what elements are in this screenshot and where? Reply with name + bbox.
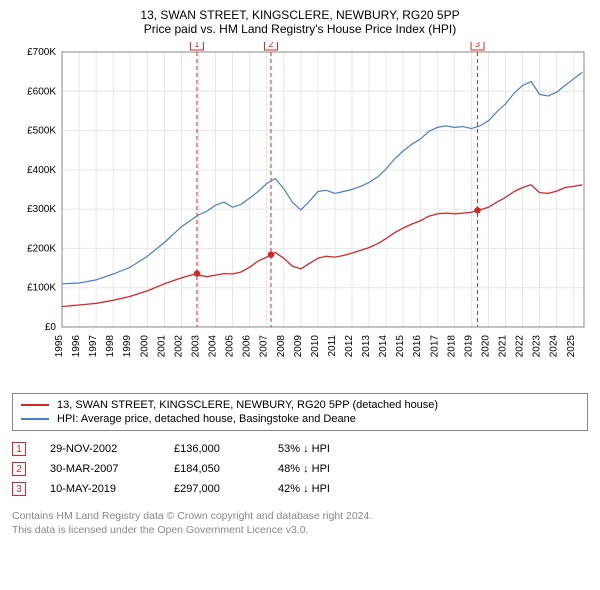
svg-text:1: 1 bbox=[194, 42, 199, 49]
footer-line2: This data is licensed under the Open Gov… bbox=[12, 523, 588, 537]
svg-text:£500K: £500K bbox=[27, 126, 56, 137]
event-price: £297,000 bbox=[174, 483, 254, 495]
event-delta: 53% ↓ HPI bbox=[278, 443, 330, 455]
svg-text:£100K: £100K bbox=[27, 283, 56, 294]
events-table: 1 29-NOV-2002 £136,000 53% ↓ HPI 2 30-MAR-200… bbox=[12, 439, 588, 499]
svg-text:2007: 2007 bbox=[259, 335, 270, 358]
svg-text:1996: 1996 bbox=[71, 335, 82, 358]
svg-text:2013: 2013 bbox=[361, 335, 372, 358]
svg-text:£300K: £300K bbox=[27, 204, 56, 215]
svg-text:3: 3 bbox=[475, 42, 480, 49]
title-subtitle: Price paid vs. HM Land Registry's House … bbox=[12, 22, 588, 36]
event-marker-icon: 2 bbox=[12, 462, 26, 476]
chart-container: 13, SWAN STREET, KINGSCLERE, NEWBURY, RG… bbox=[0, 0, 600, 590]
event-row: 1 29-NOV-2002 £136,000 53% ↓ HPI bbox=[12, 439, 588, 459]
event-date: 30-MAR-2007 bbox=[50, 463, 150, 475]
event-row: 2 30-MAR-2007 £184,050 48% ↓ HPI bbox=[12, 459, 588, 479]
svg-text:1999: 1999 bbox=[122, 335, 133, 358]
svg-text:£400K: £400K bbox=[27, 165, 56, 176]
event-delta: 48% ↓ HPI bbox=[278, 463, 330, 475]
svg-text:2004: 2004 bbox=[208, 335, 219, 358]
svg-text:2005: 2005 bbox=[225, 335, 236, 358]
svg-text:2019: 2019 bbox=[463, 335, 474, 358]
event-delta: 42% ↓ HPI bbox=[278, 483, 330, 495]
svg-text:2002: 2002 bbox=[173, 335, 184, 358]
title-address: 13, SWAN STREET, KINGSCLERE, NEWBURY, RG… bbox=[12, 8, 588, 22]
svg-text:£0: £0 bbox=[45, 322, 57, 333]
svg-text:2006: 2006 bbox=[242, 335, 253, 358]
event-date: 29-NOV-2002 bbox=[50, 443, 150, 455]
svg-text:2015: 2015 bbox=[395, 335, 406, 358]
legend-label: HPI: Average price, detached house, Basi… bbox=[57, 413, 356, 425]
svg-text:2023: 2023 bbox=[532, 335, 543, 358]
event-marker-icon: 1 bbox=[12, 442, 26, 456]
event-row: 3 10-MAY-2019 £297,000 42% ↓ HPI bbox=[12, 479, 588, 499]
legend-swatch bbox=[21, 418, 49, 420]
legend-row: 13, SWAN STREET, KINGSCLERE, NEWBURY, RG… bbox=[21, 398, 579, 412]
svg-text:2024: 2024 bbox=[549, 335, 560, 358]
svg-text:1998: 1998 bbox=[105, 335, 116, 358]
svg-text:1997: 1997 bbox=[88, 335, 99, 358]
svg-text:2: 2 bbox=[268, 42, 273, 49]
svg-text:2014: 2014 bbox=[378, 335, 389, 358]
svg-text:2012: 2012 bbox=[344, 335, 355, 358]
chart-area: £0 £100K £200K £300K £400K £500K £600K £700K 199… bbox=[12, 42, 588, 387]
svg-text:2010: 2010 bbox=[310, 335, 321, 358]
svg-text:1995: 1995 bbox=[54, 335, 65, 358]
line-chart-svg: £0 £100K £200K £300K £400K £500K £600K £700K 199… bbox=[12, 42, 588, 387]
legend-box: 13, SWAN STREET, KINGSCLERE, NEWBURY, RG… bbox=[12, 393, 588, 431]
svg-text:2022: 2022 bbox=[515, 335, 526, 358]
svg-text:2017: 2017 bbox=[429, 335, 440, 358]
svg-text:2011: 2011 bbox=[327, 335, 338, 357]
svg-text:2025: 2025 bbox=[566, 335, 577, 358]
svg-text:2021: 2021 bbox=[498, 335, 509, 358]
title-block: 13, SWAN STREET, KINGSCLERE, NEWBURY, RG… bbox=[12, 8, 588, 36]
svg-text:£200K: £200K bbox=[27, 243, 56, 254]
svg-text:2001: 2001 bbox=[156, 335, 167, 358]
legend-swatch bbox=[21, 404, 49, 406]
legend-row: HPI: Average price, detached house, Basi… bbox=[21, 412, 579, 426]
svg-text:2000: 2000 bbox=[139, 335, 150, 358]
svg-text:2009: 2009 bbox=[293, 335, 304, 358]
svg-text:2020: 2020 bbox=[480, 335, 491, 358]
svg-text:£700K: £700K bbox=[27, 47, 56, 58]
legend-label: 13, SWAN STREET, KINGSCLERE, NEWBURY, RG… bbox=[57, 399, 438, 411]
event-price: £184,050 bbox=[174, 463, 254, 475]
svg-text:2008: 2008 bbox=[276, 335, 287, 358]
svg-text:2003: 2003 bbox=[190, 335, 201, 358]
event-price: £136,000 bbox=[174, 443, 254, 455]
svg-text:2018: 2018 bbox=[446, 335, 457, 358]
svg-text:2016: 2016 bbox=[412, 335, 423, 358]
footer-attribution: Contains HM Land Registry data © Crown c… bbox=[12, 509, 588, 537]
event-marker-icon: 3 bbox=[12, 482, 26, 496]
footer-line1: Contains HM Land Registry data © Crown c… bbox=[12, 509, 588, 523]
svg-text:£600K: £600K bbox=[27, 86, 56, 97]
event-date: 10-MAY-2019 bbox=[50, 483, 150, 495]
